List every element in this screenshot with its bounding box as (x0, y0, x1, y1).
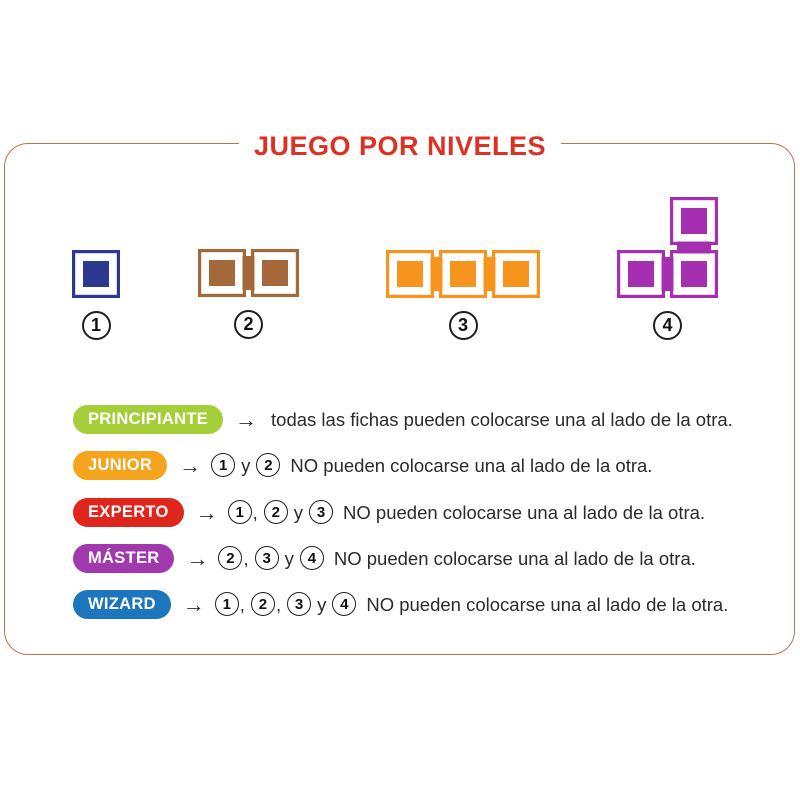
piece-3-icon (386, 250, 540, 298)
level-badge-experto: EXPERTO (73, 498, 184, 527)
rule-sentence: NO pueden colocarse una al lado de la ot… (333, 548, 696, 569)
rule-connector-word: y (317, 594, 327, 615)
rule-connector-word: y (284, 548, 294, 569)
rule-sentence: todas las fichas pueden colocarse una al… (271, 409, 733, 430)
piece-ref-badge: 2 (256, 453, 281, 478)
piece-diagram-1: 1 (72, 250, 120, 340)
level-rule-text: 1, 2, 3 y 4 NO pueden colocarse una al lado d… (212, 590, 729, 619)
arrow-right-icon: → (186, 546, 209, 571)
piece-diagram-2: 2 (198, 249, 299, 339)
piece-ref-badge: 3 (287, 592, 312, 617)
piece-diagram-3: 3 (386, 250, 540, 340)
piece-4-icon (617, 197, 718, 298)
piece-ref-badge: 2 (263, 500, 288, 525)
piece-number-badge: 4 (653, 311, 682, 340)
piece-number-badge: 2 (234, 310, 263, 339)
piece-1-icon (72, 250, 120, 298)
page-title: JUEGO POR NIVELES (238, 131, 562, 162)
piece-ref-badge: 3 (309, 500, 334, 525)
rule-connector-word: y (241, 455, 251, 476)
level-row-principiante: PRINCIPIANTE → todas las fichas pueden col… (73, 405, 733, 434)
piece-diagram-4: 4 (617, 197, 718, 340)
arrow-right-icon: → (179, 453, 202, 478)
rule-sentence: NO pueden colocarse una al lado de la ot… (290, 455, 653, 476)
arrow-right-icon: → (235, 407, 258, 432)
level-badge-master: MÁSTER (73, 544, 175, 573)
rule-sentence: NO pueden colocarse una al lado de la ot… (366, 594, 729, 615)
piece-ref-badge: 1 (211, 453, 236, 478)
piece-number-badge: 3 (448, 311, 478, 340)
level-rule-text: 2, 3 y 4 NO pueden colocarse una al lado de … (215, 544, 696, 573)
rule-sentence: NO pueden colocarse una al lado de la ot… (343, 502, 706, 523)
level-rule-text: 1 y 2 NO pueden colocarse una al lado de la… (208, 451, 652, 480)
piece-ref-badge: 3 (254, 546, 279, 571)
arrow-right-icon: → (182, 592, 205, 617)
level-rule-text: todas las fichas pueden colocarse una al… (264, 405, 733, 434)
rule-connector-word: , (239, 594, 245, 615)
piece-2-icon (198, 249, 299, 297)
level-row-wizard: WIZARD → 1, 2, 3 y 4 NO pueden colocarse una al… (73, 590, 728, 619)
level-badge-junior: JUNIOR (73, 451, 168, 480)
level-badge-wizard: WIZARD (73, 590, 171, 619)
level-row-experto: EXPERTO → 1, 2 y 3 NO pueden colocarse una al … (73, 498, 705, 527)
rule-connector-word: , (243, 548, 249, 569)
piece-ref-badge: 4 (299, 546, 324, 571)
level-row-junior: JUNIOR → 1 y 2 NO pueden colocarse una al lad… (73, 451, 652, 480)
rule-connector-word: , (275, 594, 282, 615)
piece-ref-badge: 1 (214, 592, 239, 617)
rule-connector-word: y (293, 502, 304, 523)
level-rule-text: 1, 2 y 3 NO pueden colocarse una al lado de … (225, 498, 705, 527)
arrow-right-icon: → (195, 500, 218, 525)
level-badge-principiante: PRINCIPIANTE (73, 405, 224, 434)
piece-ref-badge: 2 (250, 592, 275, 617)
piece-ref-badge: 2 (218, 546, 243, 571)
rule-connector-word: , (252, 502, 258, 523)
level-row-master: MÁSTER → 2, 3 y 4 NO pueden colocarse una al l… (73, 544, 696, 573)
piece-ref-badge: 4 (332, 592, 357, 617)
piece-number-badge: 1 (81, 311, 111, 340)
piece-ref-badge: 1 (227, 500, 252, 525)
